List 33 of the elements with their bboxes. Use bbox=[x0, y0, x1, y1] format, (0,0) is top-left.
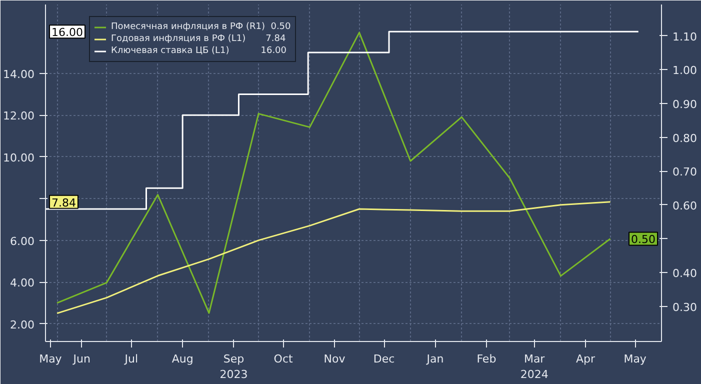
y-tick-label: 12.00 bbox=[3, 110, 35, 123]
y-tick-label: 14.00 bbox=[3, 68, 35, 81]
y-tick-label: 6.00 bbox=[10, 234, 35, 248]
y2-tick-label: 0.90 bbox=[672, 98, 697, 112]
y2-tick-label: 0.40 bbox=[672, 267, 697, 280]
legend-label: Годовая инфляция в РФ (L1) 7.84 bbox=[111, 33, 286, 45]
x-tick-label: Nov bbox=[324, 352, 346, 366]
x-tick-label: Dec bbox=[373, 352, 395, 366]
annotation: 16.00 bbox=[52, 26, 83, 40]
y2-tick-label: 0.80 bbox=[672, 132, 697, 145]
x-tick-label: Aug bbox=[172, 352, 194, 366]
y-tick-label: 2.00 bbox=[10, 318, 35, 332]
y2-tick-label: 0.60 bbox=[672, 199, 697, 212]
y2-tick-label: 0.70 bbox=[672, 166, 697, 179]
y-tick-label: 4.00 bbox=[10, 276, 35, 290]
x-tick-label: May bbox=[624, 352, 647, 366]
x-tick-label: May bbox=[39, 352, 62, 366]
legend-label: Ключевая ставка ЦБ (L1) 16.00 bbox=[111, 45, 287, 57]
y2-tick-label: 1.10 bbox=[672, 30, 697, 44]
annotation: 7.84 bbox=[52, 196, 76, 210]
legend-label: Помесячная инфляция в РФ (R1) 0.50 bbox=[111, 21, 291, 33]
x-tick-label: Feb bbox=[476, 352, 496, 366]
annotation: 0.50 bbox=[631, 233, 656, 246]
x-tick-label: Jan bbox=[426, 352, 444, 366]
x-tick-label: Mar 2024 bbox=[520, 352, 548, 382]
x-tick-label: Jun bbox=[72, 352, 90, 366]
x-tick-label: Jul bbox=[124, 352, 138, 366]
y-tick-label: 10.00 bbox=[3, 151, 35, 164]
y2-tick-label: 1.00 bbox=[672, 64, 697, 78]
x-tick-label: Apr bbox=[576, 352, 596, 366]
y2-tick-label: 0.30 bbox=[672, 300, 697, 314]
x-tick-label: Oct bbox=[274, 352, 294, 366]
x-tick-label: Sep 2023 bbox=[220, 352, 248, 382]
